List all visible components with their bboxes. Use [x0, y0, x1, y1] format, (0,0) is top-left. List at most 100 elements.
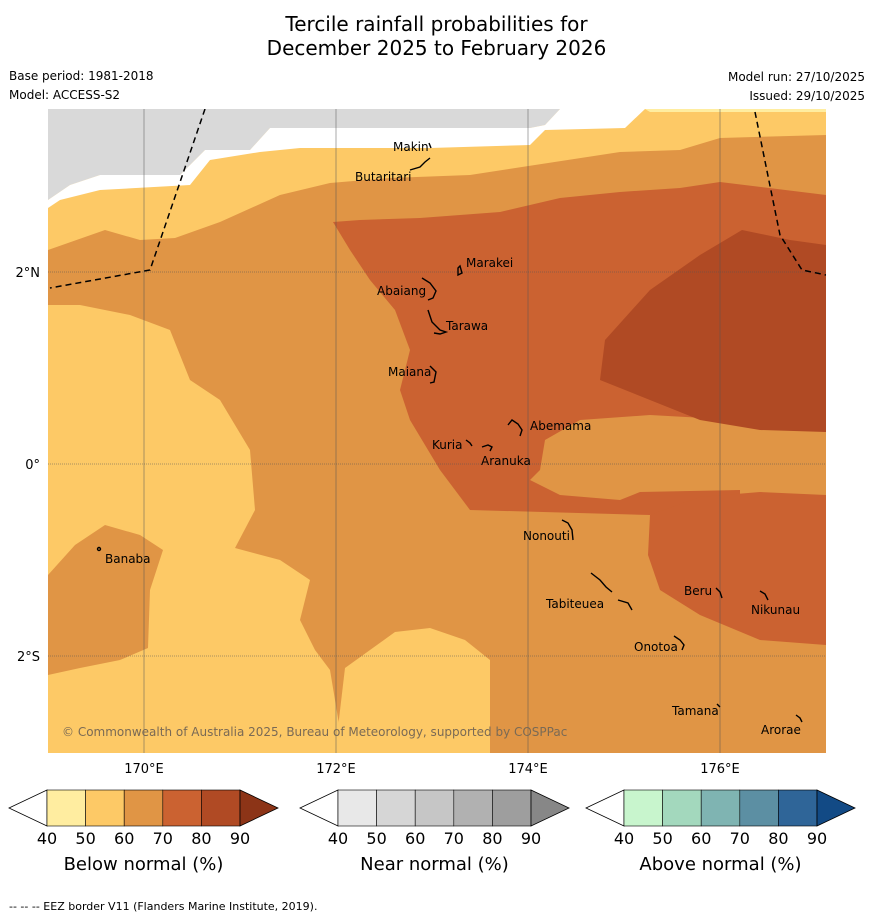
- colorbar-min-extend: [299, 789, 339, 827]
- lat-tick-0: 0°: [25, 458, 40, 473]
- colorbar-segment: [201, 789, 241, 827]
- eez-footnote: -- -- -- EEZ border V11 (Flanders Marine…: [9, 900, 318, 913]
- label-kuria: Kuria: [432, 438, 463, 452]
- colorbar-tick: 60: [691, 829, 711, 848]
- label-makin: Makin: [393, 140, 429, 154]
- colorbar-tick: 80: [482, 829, 502, 848]
- colorbar-segment: [123, 789, 164, 827]
- island-onotoa: [673, 635, 685, 651]
- island-maiana: [429, 365, 437, 384]
- colorbar-tick: 80: [768, 829, 788, 848]
- colorbar-tick: 50: [366, 829, 386, 848]
- colorbar-segment: [414, 789, 455, 827]
- colorbar-segment: [700, 789, 741, 827]
- colorbar-tick: 40: [614, 829, 634, 848]
- colorbar-label: Near normal (%): [360, 854, 509, 875]
- label-banaba: Banaba: [105, 552, 151, 566]
- island-tabiteuea: [590, 572, 633, 611]
- region-below-80: [600, 230, 826, 432]
- lon-tick-176: 176°E: [700, 762, 740, 777]
- colorbar-tick: 90: [521, 829, 541, 848]
- lon-tick-172: 172°E: [316, 762, 356, 777]
- colorbar-min-extend: [8, 789, 48, 827]
- colorbar-label: Above normal (%): [639, 854, 801, 875]
- colorbar-tick: 60: [114, 829, 134, 848]
- colorbar-tick: 70: [153, 829, 173, 848]
- colorbar-1: 40 50 60 70 80 90 Below normal (%): [8, 789, 279, 875]
- colorbar-segment: [623, 789, 663, 827]
- region-below-60-west: [48, 525, 163, 675]
- lon-tick-170: 170°E: [124, 762, 164, 777]
- colorbar-tick: 40: [37, 829, 57, 848]
- region-near-normal-40b: [530, 109, 560, 128]
- base-period: Base period: 1981-2018: [9, 69, 154, 83]
- label-nikunau: Nikunau: [751, 603, 800, 617]
- white-band: [48, 109, 645, 208]
- label-tabiteuea: Tabiteuea: [545, 597, 604, 611]
- colorbar-tick: 40: [328, 829, 348, 848]
- map-title: Tercile rainfall probabilities for Decem…: [0, 12, 873, 60]
- colorbar-segment: [662, 789, 702, 827]
- colorbar-tick: 50: [75, 829, 95, 848]
- lat-tick-2n: 2°N: [16, 266, 41, 281]
- colorbars: 40 50 60 70 80 90 Below normal (%) 40 50 60 70 80 90…: [8, 789, 856, 875]
- island-marakei: [457, 264, 463, 277]
- eez-border-west: [49, 109, 206, 289]
- label-tarawa: Tarawa: [445, 319, 488, 333]
- colorbar-2: 40 50 60 70 80 90 Near normal (%): [299, 789, 570, 875]
- colorbar-tick: 50: [652, 829, 672, 848]
- island-abaiang: [421, 277, 437, 301]
- island-tarawa: [427, 309, 449, 335]
- title-line-2: December 2025 to February 2026: [266, 36, 607, 60]
- colorbar-tick: 90: [807, 829, 827, 848]
- probability-field: Makin Butaritari Marakei Abaiang Tarawa …: [48, 109, 826, 753]
- colorbar-segment: [453, 789, 493, 827]
- eez-border-east: [754, 111, 826, 276]
- region-below-40: [645, 109, 826, 112]
- colorbar-segment: [85, 789, 125, 827]
- colorbar-segment: [337, 789, 377, 827]
- islands: [96, 142, 803, 723]
- island-makin: [428, 142, 432, 149]
- label-aranuka: Aranuka: [481, 454, 531, 468]
- label-arorae: Arorae: [761, 723, 801, 737]
- island-nonouti: [561, 519, 574, 541]
- colorbar-segment: [739, 789, 779, 827]
- label-tamana: Tamana: [671, 704, 719, 718]
- model-run-date: Model run: 27/10/2025: [727, 70, 865, 84]
- colorbar-tick: 80: [191, 829, 211, 848]
- issued-date: Issued: 29/10/2025: [749, 89, 865, 103]
- island-nikunau: [759, 590, 769, 601]
- lon-tick-174: 174°E: [508, 762, 548, 777]
- label-abemama: Abemama: [530, 419, 591, 433]
- colorbar-tick: 90: [230, 829, 250, 848]
- region-below-70-south: [648, 492, 826, 645]
- colorbar-segment: [46, 789, 86, 827]
- label-butaritari: Butaritari: [355, 170, 412, 184]
- colorbar-tick: 70: [444, 829, 464, 848]
- copyright-notice: © Commonwealth of Australia 2025, Bureau…: [62, 725, 567, 739]
- colorbar-segment: [492, 789, 532, 827]
- colorbar-min-extend: [585, 789, 625, 827]
- colorbar-max-extend: [239, 789, 279, 827]
- label-marakei: Marakei: [466, 256, 513, 270]
- colorbar-max-extend: [530, 789, 570, 827]
- colorbar-segment: [376, 789, 416, 827]
- island-abemama: [507, 419, 523, 437]
- island-tamana: [716, 703, 721, 708]
- island-butaritari: [409, 157, 431, 171]
- model-name: Model: ACCESS-S2: [9, 88, 121, 102]
- colorbar-segment: [162, 789, 202, 827]
- island-aranuka: [481, 444, 493, 452]
- island-kuria: [465, 439, 473, 447]
- label-onotoa: Onotoa: [634, 640, 678, 654]
- place-labels: Makin Butaritari Marakei Abaiang Tarawa …: [105, 140, 801, 737]
- region-below-50-south: [335, 628, 490, 753]
- title-line-1: Tercile rainfall probabilities for: [285, 12, 588, 36]
- island-beru: [715, 587, 723, 599]
- label-abaiang: Abaiang: [377, 284, 426, 298]
- lat-tick-2s: 2°S: [17, 650, 40, 665]
- axis-labels: 170°E 172°E 174°E 176°E 2°N 0° 2°S: [16, 266, 740, 777]
- colorbar-segment: [778, 789, 818, 827]
